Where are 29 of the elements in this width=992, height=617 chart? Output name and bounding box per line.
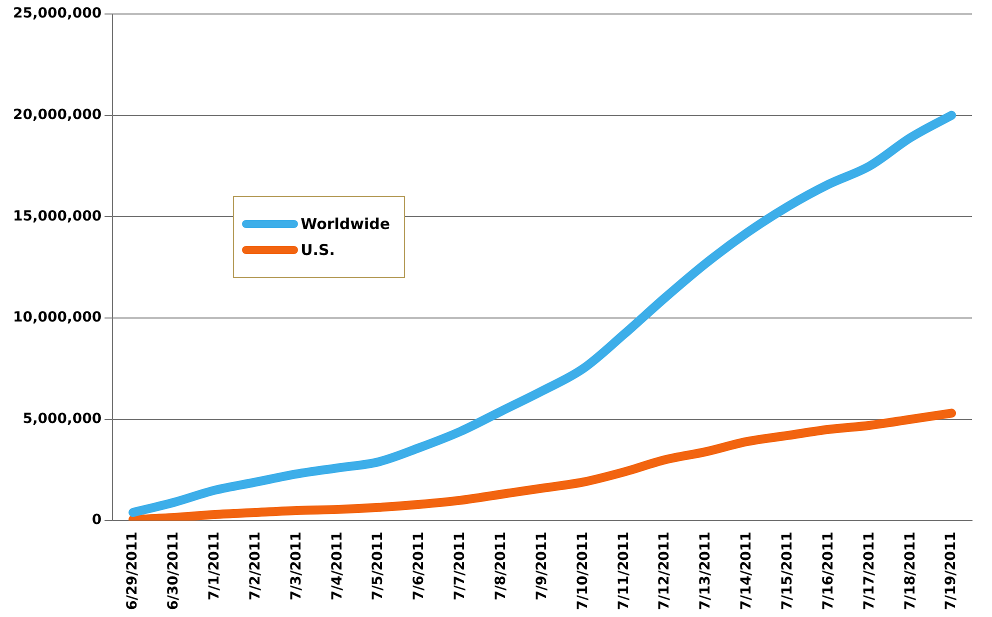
y-tick-label: 0 (92, 512, 102, 528)
y-tick-label: 5,000,000 (22, 410, 102, 427)
x-tick-label: 7/6/2011 (411, 532, 428, 600)
x-tick-label: 7/7/2011 (452, 532, 468, 600)
x-tick-label: 7/5/2011 (370, 532, 386, 600)
x-tick-label: 7/8/2011 (493, 532, 509, 600)
x-tick-label: 7/19/2011 (943, 532, 960, 610)
x-tick-label: 7/14/2011 (738, 532, 755, 610)
x-tick-label: 7/3/2011 (288, 532, 304, 600)
x-tick-label: 6/30/2011 (166, 532, 182, 610)
legend-label: Worldwide (300, 215, 390, 234)
x-tick-label: 7/12/2011 (656, 532, 673, 610)
x-tick-label: 7/16/2011 (820, 532, 836, 610)
y-tick-label: 20,000,000 (12, 106, 102, 123)
x-tick-label: 7/17/2011 (861, 532, 878, 610)
x-tick-label: 7/2/2011 (247, 532, 264, 600)
y-tick-label: 15,000,000 (12, 208, 102, 224)
legend-label: U.S. (300, 241, 335, 260)
x-tick-label: 6/29/2011 (124, 532, 141, 610)
x-tick-label: 7/11/2011 (616, 532, 632, 610)
y-tick-label: 10,000,000 (12, 310, 102, 326)
x-tick-label: 7/13/2011 (698, 532, 714, 610)
x-tick-label: 7/9/2011 (534, 532, 550, 600)
x-tick-label: 7/4/2011 (329, 532, 346, 600)
x-tick-label: 7/1/2011 (206, 532, 223, 600)
x-tick-label: 7/15/2011 (779, 532, 796, 610)
y-tick-label: 25,000,000 (12, 6, 102, 22)
x-tick-label: 7/10/2011 (574, 532, 591, 610)
x-tick-label: 7/18/2011 (902, 532, 918, 610)
